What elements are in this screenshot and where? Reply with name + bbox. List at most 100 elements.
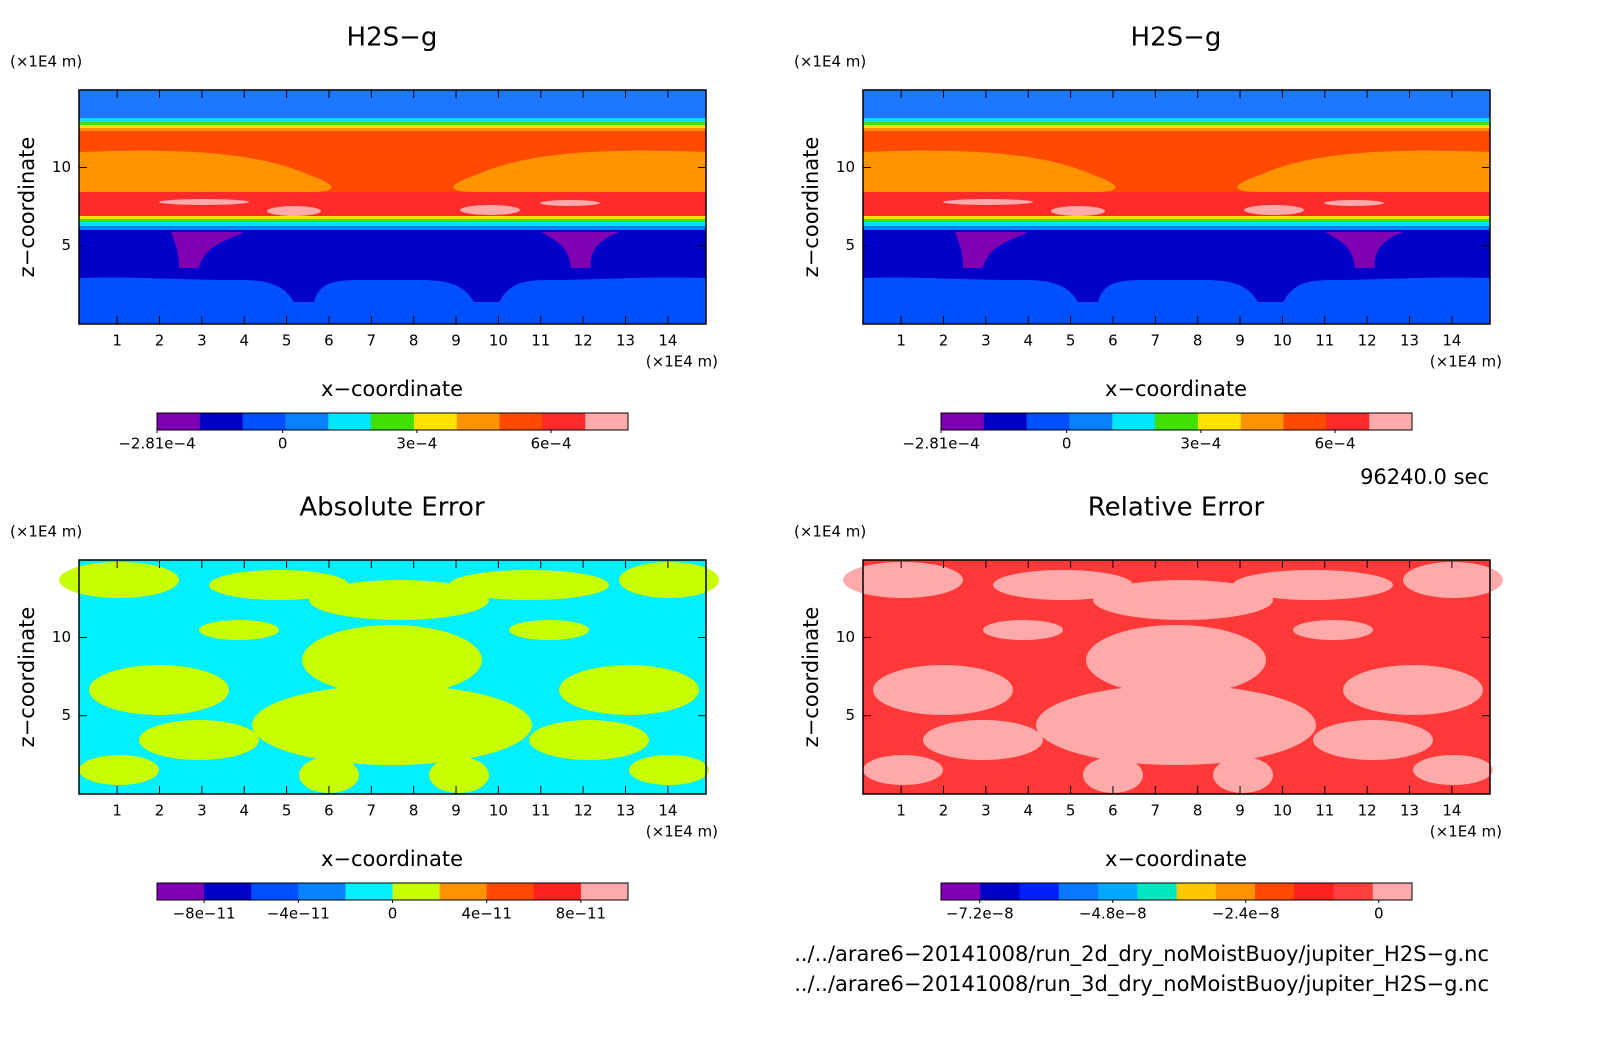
- x-unit: (×1E4 m): [646, 353, 718, 371]
- colorbar-swatch: [486, 883, 535, 900]
- x-tick-label: 7: [367, 802, 377, 820]
- x-tick-label: 13: [616, 802, 635, 820]
- x-axis-label: x−coordinate: [321, 377, 463, 401]
- x-tick-label: 2: [155, 802, 165, 820]
- y-tick-label: 10: [836, 628, 855, 646]
- plot-frame: [862, 559, 1491, 795]
- x-tick-label: 12: [1358, 332, 1377, 350]
- x-tick-label: 2: [155, 332, 165, 350]
- colorbar-swatch: [199, 413, 244, 430]
- colorbar-tick-label: 8e−11: [556, 905, 606, 923]
- y-axis-label: z−coordinate: [799, 607, 823, 748]
- x-tick-label: 8: [1193, 332, 1203, 350]
- colorbar-swatch: [533, 883, 582, 900]
- colorbar-swatch: [1019, 883, 1060, 900]
- x-tick-label: 9: [1235, 332, 1245, 350]
- colorbar-tick-label: 0: [1374, 905, 1384, 923]
- x-tick-label: 7: [367, 332, 377, 350]
- x-tick-label: 5: [1066, 802, 1076, 820]
- colorbar-swatch: [1098, 883, 1138, 900]
- y-tick-label: 5: [845, 706, 855, 724]
- colorbar-swatch: [298, 883, 346, 900]
- x-tick-label: 13: [616, 332, 635, 350]
- plot-frame: [78, 89, 707, 325]
- colorbar-swatch: [941, 413, 985, 430]
- colorbar-tick-label: −4e−11: [267, 905, 330, 923]
- x-tick-label: 1: [112, 332, 122, 350]
- colorbar-swatch: [1294, 883, 1334, 900]
- x-axis-label: x−coordinate: [1105, 377, 1247, 401]
- x-tick-label: 4: [239, 802, 249, 820]
- colorbar-frame: [156, 412, 629, 431]
- x-tick-label: 8: [1193, 802, 1203, 820]
- x-tick-label: 14: [658, 802, 677, 820]
- x-tick-label: 9: [451, 332, 461, 350]
- x-tick-label: 1: [896, 802, 906, 820]
- colorbar-swatch: [1155, 413, 1199, 430]
- colorbar-swatch: [413, 413, 458, 430]
- contour-field: [79, 90, 706, 324]
- y-unit: (×1E4 m): [794, 523, 866, 541]
- colorbar-swatch: [1112, 413, 1156, 430]
- x-tick-label: 14: [1442, 332, 1461, 350]
- x-tick-label: 1: [896, 332, 906, 350]
- file-path: ../../arare6−20141008/run_3d_dry_noMoist…: [794, 972, 1489, 997]
- colorbar-swatch: [1240, 413, 1285, 430]
- x-tick-label: 8: [409, 332, 419, 350]
- x-tick-label: 12: [1358, 802, 1377, 820]
- panel-title: Absolute Error: [299, 493, 485, 523]
- y-tick-label: 10: [836, 158, 855, 176]
- colorbar-tick-label: −8e−11: [173, 905, 236, 923]
- colorbar-swatch: [1326, 413, 1370, 430]
- file-path: ../../arare6−20141008/run_2d_dry_noMoist…: [794, 942, 1489, 967]
- colorbar-swatch: [439, 883, 488, 900]
- x-tick-label: 3: [197, 802, 207, 820]
- colorbar-swatch: [1369, 413, 1413, 430]
- x-tick-label: 7: [1151, 802, 1161, 820]
- colorbar-swatch: [204, 883, 252, 900]
- colorbar-swatch: [371, 413, 415, 430]
- x-tick-label: 10: [1273, 332, 1292, 350]
- y-tick-label: 10: [52, 628, 71, 646]
- colorbar-swatch: [157, 413, 201, 430]
- y-axis-label: z−coordinate: [799, 137, 823, 278]
- x-tick-label: 3: [197, 332, 207, 350]
- panel-title: H2S−g: [347, 23, 438, 53]
- colorbar-swatch: [1255, 883, 1295, 900]
- x-tick-label: 10: [489, 802, 508, 820]
- x-tick-label: 11: [531, 332, 550, 350]
- x-tick-label: 13: [1400, 802, 1419, 820]
- x-unit: (×1E4 m): [646, 823, 718, 841]
- colorbar-tick-label: 3e−4: [1180, 435, 1221, 453]
- y-axis-label: z−coordinate: [15, 607, 39, 748]
- x-tick-label: 14: [658, 332, 677, 350]
- y-unit: (×1E4 m): [10, 53, 82, 71]
- colorbar-swatch: [542, 413, 586, 430]
- x-tick-label: 13: [1400, 332, 1419, 350]
- x-tick-label: 12: [574, 802, 593, 820]
- time-label: 96240.0 sec: [1360, 465, 1489, 489]
- panel-title: Relative Error: [1088, 493, 1265, 523]
- y-tick-label: 5: [845, 236, 855, 254]
- colorbar-swatch: [1215, 883, 1256, 900]
- x-tick-label: 6: [324, 802, 334, 820]
- y-axis-label: z−coordinate: [15, 137, 39, 278]
- colorbar-tick-label: −2.81e−4: [902, 435, 979, 453]
- y-tick-label: 5: [61, 236, 71, 254]
- colorbar-swatch: [328, 413, 372, 430]
- x-tick-label: 14: [1442, 802, 1461, 820]
- colorbar-swatch: [251, 883, 299, 900]
- x-tick-label: 2: [939, 332, 949, 350]
- colorbar-swatch: [1372, 883, 1413, 900]
- colorbar-tick-label: 4e−11: [461, 905, 511, 923]
- colorbar-frame: [940, 882, 1413, 901]
- colorbar-swatch: [1026, 413, 1070, 430]
- x-tick-label: 8: [409, 802, 419, 820]
- panel-title: H2S−g: [1131, 23, 1222, 53]
- colorbar-swatch: [1137, 883, 1177, 900]
- x-tick-label: 6: [1108, 802, 1118, 820]
- x-tick-label: 11: [1315, 332, 1334, 350]
- colorbar-swatch: [1283, 413, 1327, 430]
- colorbar-tick-label: 6e−4: [531, 435, 572, 453]
